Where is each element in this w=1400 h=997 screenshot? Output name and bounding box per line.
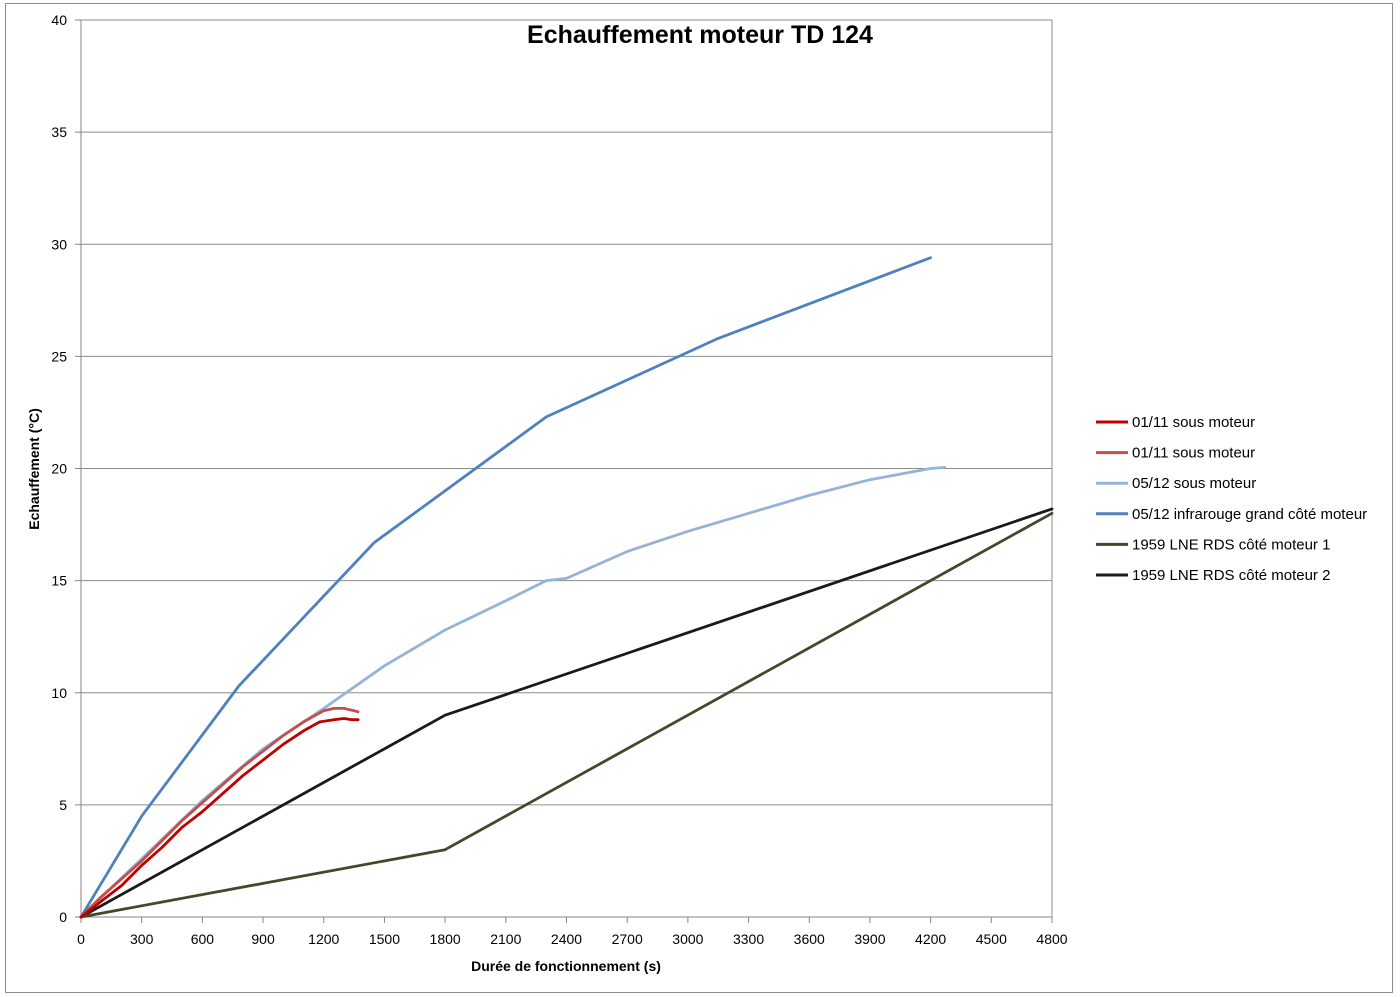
y-tick-label: 30 [51, 236, 67, 252]
series-line-4 [79, 256, 932, 919]
x-tick-label: 1800 [430, 931, 461, 947]
legend-label: 05/12 sous moteur [1132, 475, 1256, 492]
y-tick-label: 20 [51, 461, 67, 477]
y-tick-label: 10 [51, 685, 67, 701]
chart-title: Echauffement moteur TD 124 [527, 21, 873, 49]
gridlines [81, 19, 1052, 806]
x-tick-label: 3300 [733, 931, 764, 947]
series-line-2 [79, 707, 360, 919]
x-tick-label: 2400 [551, 931, 582, 947]
x-tick-label: 3600 [794, 931, 825, 947]
x-tick-label: 600 [191, 931, 215, 947]
legend-label: 1959 LNE RDS côté moteur 1 [1132, 536, 1330, 553]
x-tick-label: 900 [251, 931, 275, 947]
series-line-6 [79, 507, 1054, 919]
x-tick-label: 4500 [976, 931, 1007, 947]
x-tick-labels: 0 300 600 900 1200 1500 1800 2100 2400 2700 3000 33… [77, 931, 1068, 947]
x-tick-label: 3900 [854, 931, 885, 947]
axes [75, 19, 1053, 923]
y-tick-label: 35 [51, 124, 67, 140]
y-tick-labels: 0 5 10 15 20 25 30 35 40 [51, 12, 67, 925]
y-tick-label: 5 [59, 797, 67, 813]
x-tick-label: 3000 [672, 931, 703, 947]
x-tick-label: 2700 [612, 931, 643, 947]
x-tick-label: 300 [130, 931, 154, 947]
y-tick-label: 0 [59, 909, 67, 925]
x-tick-label: 2100 [490, 931, 521, 947]
series-line-5 [79, 511, 1054, 919]
y-tick-label: 15 [51, 573, 67, 589]
x-tick-label: 4200 [915, 931, 946, 947]
y-tick-label: 40 [51, 12, 67, 28]
chart-frame [5, 3, 1393, 993]
series-lines [79, 256, 1054, 919]
x-tick-label: 4800 [1036, 931, 1067, 947]
legend-label: 01/11 sous moteur [1132, 445, 1255, 462]
y-tick-label: 25 [51, 348, 67, 364]
y-axis-title: Echauffement (°C) [26, 408, 42, 530]
legend-label: 1959 LNE RDS côté moteur 2 [1132, 567, 1330, 584]
legend: 01/11 sous moteur 01/11 sous moteur 05/12 … [1096, 414, 1367, 584]
legend-label: 01/11 sous moteur [1132, 414, 1255, 431]
x-tick-label: 1200 [308, 931, 339, 947]
series-line-1 [79, 717, 360, 919]
legend-label: 05/12 infrarouge grand côté moteur [1132, 506, 1367, 523]
x-tick-label: 1500 [369, 931, 400, 947]
x-tick-label: 0 [77, 931, 85, 947]
x-axis-title: Durée de fonctionnement (s) [471, 958, 661, 974]
